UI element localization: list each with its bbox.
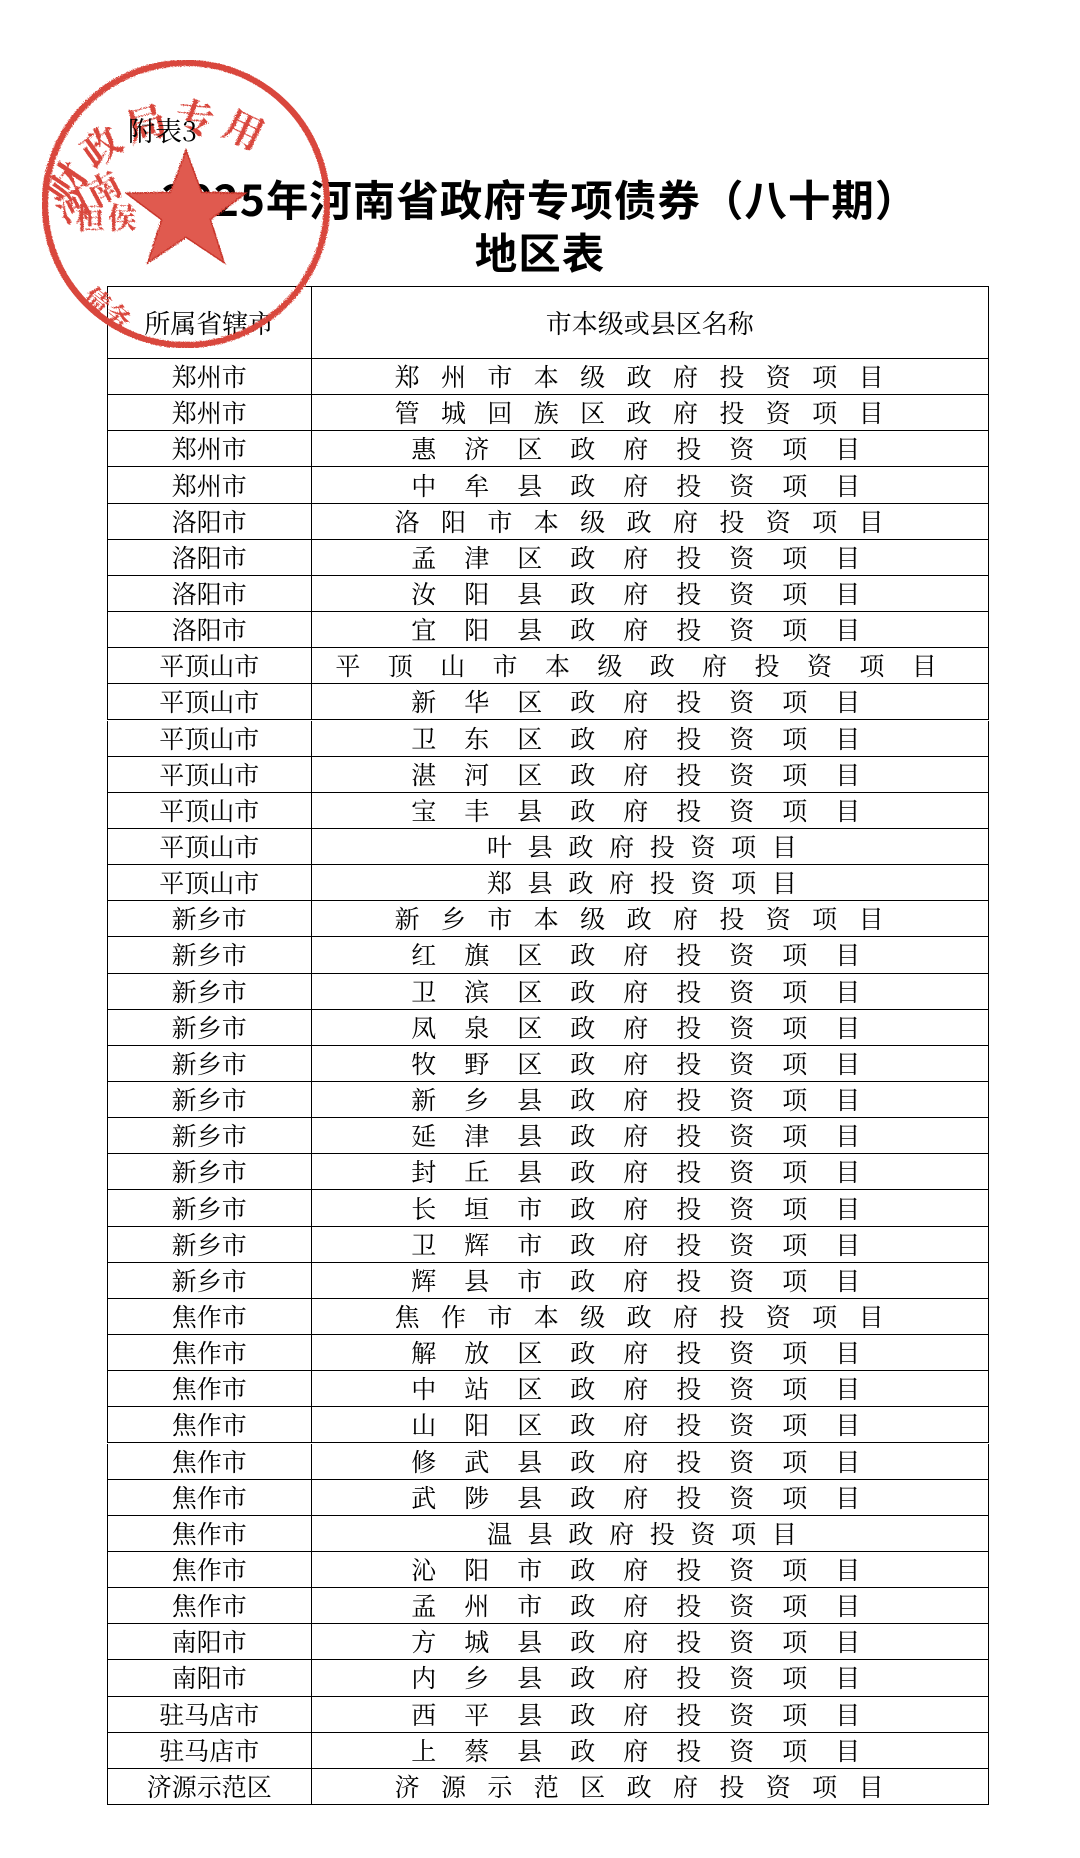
svg-text:桓侯: 桓侯	[75, 195, 140, 237]
svg-text:债务: 债务	[76, 278, 140, 339]
